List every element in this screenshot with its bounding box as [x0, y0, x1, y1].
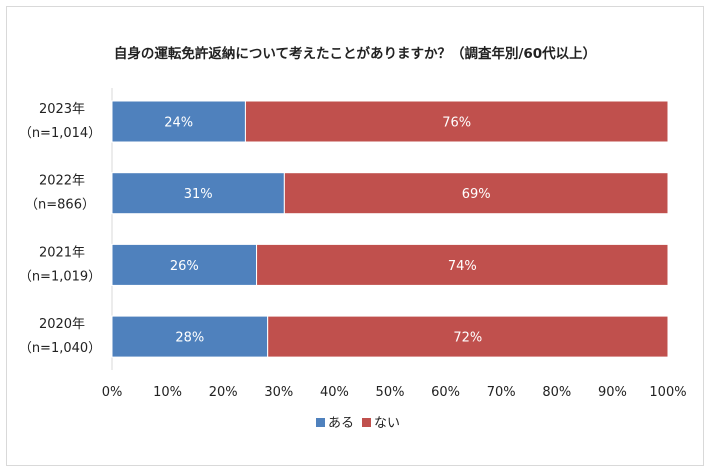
data-label: 31%: [184, 187, 213, 202]
data-label: 24%: [164, 116, 193, 131]
category-label-n: （n=1,014）: [19, 126, 101, 141]
x-tick-label: 80%: [542, 385, 571, 400]
chart-title: 自身の運転免許返納について考えたことがありますか？（調査年別/60代以上）: [113, 46, 597, 62]
x-tick-label: 0%: [102, 385, 123, 400]
category-label-n: （n=1,019）: [19, 269, 101, 284]
bar-segment-aru: [111, 172, 285, 215]
bar-segment-nai: [256, 243, 669, 286]
x-tick-label: 20%: [209, 385, 238, 400]
legend-swatch: [362, 418, 371, 427]
category-label-n: （n=1,040）: [19, 341, 101, 356]
category-label-n: （n=866）: [25, 198, 95, 213]
data-label: 72%: [453, 331, 482, 346]
data-label: 69%: [462, 187, 491, 202]
x-tick-label: 100%: [649, 385, 686, 400]
x-tick-label: 50%: [376, 385, 405, 400]
data-label: 28%: [175, 331, 204, 346]
chart-border: [6, 6, 704, 466]
x-tick-label: 40%: [320, 385, 349, 400]
legend-swatch: [316, 418, 325, 427]
bar-segment-nai: [283, 172, 669, 215]
x-tick-label: 70%: [487, 385, 516, 400]
category-label-year: 2020年: [39, 317, 85, 332]
bar-segment-nai: [244, 100, 669, 143]
x-tick-label: 30%: [264, 385, 293, 400]
bar-segment-nai: [267, 315, 669, 358]
category-label-year: 2023年: [39, 102, 85, 117]
legend-label: ある: [328, 416, 354, 431]
data-label: 26%: [170, 259, 199, 274]
data-label: 76%: [442, 116, 471, 131]
x-tick-label: 90%: [598, 385, 627, 400]
bar-segment-aru: [111, 243, 258, 286]
category-label-year: 2022年: [39, 174, 85, 189]
x-tick-label: 10%: [153, 385, 182, 400]
data-label: 74%: [448, 259, 477, 274]
bar-segment-aru: [111, 100, 246, 143]
x-tick-label: 60%: [431, 385, 460, 400]
legend-label: ない: [374, 416, 400, 431]
category-label-year: 2021年: [39, 245, 85, 260]
